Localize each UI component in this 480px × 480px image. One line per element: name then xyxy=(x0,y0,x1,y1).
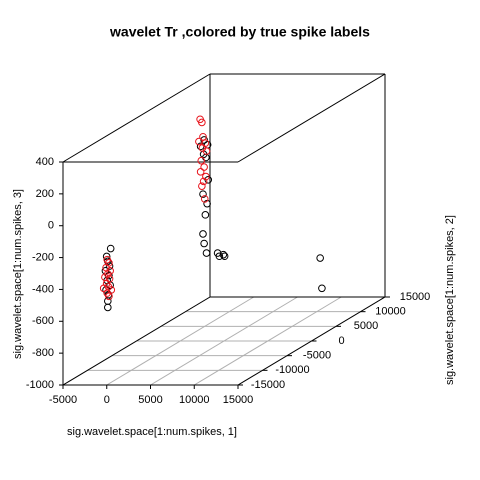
point xyxy=(203,199,211,208)
box-edge xyxy=(62,296,211,386)
x-tick-label: 5000 xyxy=(138,394,162,406)
point xyxy=(105,292,113,301)
point xyxy=(220,252,229,261)
point xyxy=(316,254,324,262)
z-tick-label: 200 xyxy=(36,188,54,200)
point xyxy=(105,262,114,270)
point xyxy=(198,182,206,190)
box-edge xyxy=(237,73,386,163)
point xyxy=(219,250,228,259)
point xyxy=(104,297,112,305)
point xyxy=(202,172,210,181)
point xyxy=(318,284,326,293)
point xyxy=(215,252,224,261)
point xyxy=(202,249,211,257)
z-tick-label: 400 xyxy=(36,156,54,168)
x-axis-label: sig.wavelet.space[1:num.spikes, 1] xyxy=(67,426,237,438)
z-tick-label: -200 xyxy=(32,251,54,263)
y-tick-label: 15000 xyxy=(400,291,431,303)
point xyxy=(197,156,206,165)
point xyxy=(102,252,111,261)
x-tick-label: 0 xyxy=(104,394,110,406)
y-tick-label: 0 xyxy=(338,335,344,347)
point xyxy=(200,195,209,203)
x-tick-label: 10000 xyxy=(179,394,210,406)
point xyxy=(198,118,206,127)
point xyxy=(105,271,113,280)
point xyxy=(200,239,208,248)
point xyxy=(104,303,112,312)
point xyxy=(199,190,207,198)
y-axis-label: sig.wavelet.space[1:num.spikes, 2] xyxy=(444,215,456,385)
point xyxy=(199,177,208,186)
x-tick-label: -5000 xyxy=(49,394,77,406)
y-tick-label: 10000 xyxy=(375,306,406,318)
z-tick-label: -1000 xyxy=(26,379,54,391)
point xyxy=(200,163,208,171)
point xyxy=(199,230,207,238)
point xyxy=(106,244,115,253)
box-edge xyxy=(62,73,211,163)
point xyxy=(202,147,211,155)
x-tick-label: 15000 xyxy=(223,394,254,406)
point xyxy=(199,132,207,141)
z-tick-label: 0 xyxy=(48,220,54,232)
z-tick-label: -400 xyxy=(32,283,54,295)
y-tick-label: -15000 xyxy=(251,379,285,391)
z-tick-label: -600 xyxy=(32,315,54,327)
y-tick-label: -5000 xyxy=(303,350,331,362)
chart-title: wavelet Tr ,colored by true spike labels xyxy=(109,24,370,40)
z-tick-label: -800 xyxy=(32,347,54,359)
point xyxy=(196,168,205,176)
z-axis-label: sig.wavelet.space[1:num.spikes, 3] xyxy=(12,189,24,359)
point xyxy=(201,211,210,219)
y-tick-label: -10000 xyxy=(275,364,309,376)
y-tick-label: 5000 xyxy=(354,320,378,332)
